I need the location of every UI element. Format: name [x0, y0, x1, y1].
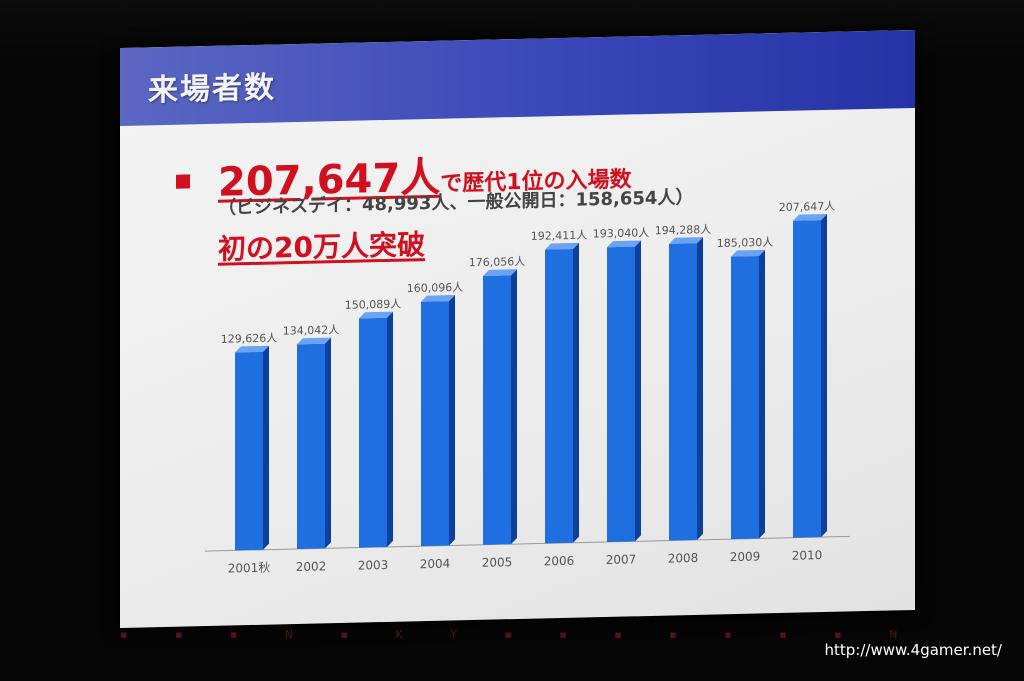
- data-label-2005: 176,056人: [469, 255, 525, 269]
- bar-2005: [483, 275, 511, 545]
- bar-2008: [669, 243, 697, 541]
- data-label-2009: 185,030人: [717, 236, 773, 250]
- data-label-2003: 150,089人: [345, 297, 401, 311]
- bar-side-2007: [635, 240, 641, 542]
- bar-side-2005: [511, 269, 517, 545]
- bar-2009: [731, 256, 759, 540]
- bar-2004: [421, 301, 449, 547]
- x-tick-label-2006: 2006: [544, 554, 575, 569]
- x-tick-label-2002: 2002: [296, 559, 327, 574]
- bar-2006: [545, 248, 573, 544]
- data-label-2002: 134,042人: [283, 323, 339, 337]
- bar-top-2005: [483, 269, 517, 276]
- data-label-2004: 160,096人: [407, 281, 463, 295]
- bar-top-2003: [359, 311, 393, 319]
- x-tick-label-2008: 2008: [668, 551, 699, 566]
- bar-2007: [607, 246, 635, 542]
- bar-2002: [297, 343, 325, 549]
- bar-top-2008: [669, 237, 703, 244]
- bar-side-2001秋: [263, 345, 269, 550]
- data-label-2008: 194,288人: [655, 223, 711, 237]
- data-label-2007: 193,040人: [593, 226, 649, 240]
- x-tick-label-2003: 2003: [358, 558, 389, 573]
- x-tick-label-2010: 2010: [792, 548, 823, 563]
- bar-top-2010: [793, 213, 827, 221]
- stage-marquee: ▪ ▪ ▪ N ▪ K Y ▪ ▪ ▪ ▪ ▪ ▪ ▪ N ▪ K Y: [120, 628, 920, 640]
- bar-top-2007: [607, 240, 641, 248]
- x-tick-label-2009: 2009: [730, 549, 761, 564]
- bar-top-2006: [545, 242, 579, 250]
- bar-side-2010: [821, 213, 827, 538]
- bar-side-2004: [449, 294, 455, 546]
- bar-2001秋: [235, 351, 263, 551]
- bar-top-2002: [297, 337, 331, 345]
- x-tick-label-2004: 2004: [420, 557, 451, 572]
- data-label-2006: 192,411人: [531, 229, 587, 243]
- data-label-2010: 207,647人: [779, 200, 835, 214]
- bar-chart: 129,626人 2001秋 134,042人 2002 150,089人 2003 160…: [205, 200, 850, 576]
- bar-side-2008: [697, 237, 703, 540]
- presentation-slide: 来場者数 207,647人で歴代1位の入場数 （ビジネスデイ：48,993人、一…: [120, 29, 915, 629]
- bar-side-2006: [573, 242, 579, 543]
- bar-top-2009: [731, 249, 765, 257]
- watermark: http://www.4gamer.net/: [824, 641, 1002, 659]
- bar-top-2001秋: [235, 345, 269, 353]
- x-tick-label-2007: 2007: [606, 552, 637, 567]
- bar-2003: [359, 317, 387, 548]
- x-tick-label-2001秋: 2001秋: [228, 561, 271, 576]
- bar-2010: [793, 220, 821, 538]
- bar-side-2009: [759, 249, 765, 539]
- bar-side-2003: [387, 311, 393, 547]
- data-label-2001秋: 129,626人: [221, 332, 277, 346]
- bar-top-2004: [421, 294, 455, 302]
- bar-side-2002: [325, 337, 331, 549]
- x-tick-label-2005: 2005: [482, 555, 513, 570]
